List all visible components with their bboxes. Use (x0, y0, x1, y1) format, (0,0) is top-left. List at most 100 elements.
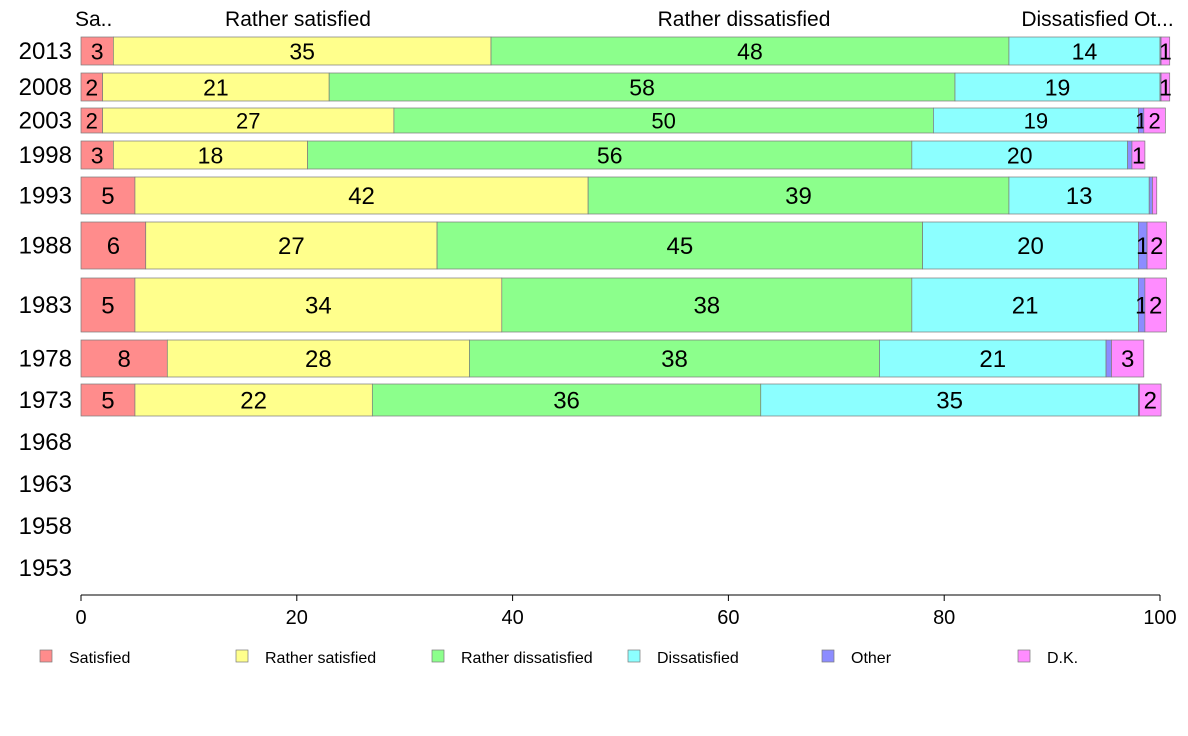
legend-swatch-rather-dissatisfied (431, 649, 445, 663)
year-label-1973: 1973 (19, 387, 72, 414)
data-label-satisfied-1988: 6 (107, 233, 120, 260)
legend: Satisfied Rather satisfied Rather dissatis… (39, 649, 1078, 667)
data-label-d-k--2003: 2 (1148, 108, 1160, 133)
year-label-1983: 1983 (19, 292, 72, 319)
legend-label-other: Other (851, 650, 892, 667)
bar-segment-d-k--1983 (1144, 277, 1167, 333)
legend-label-satisfied: Satisfied (69, 650, 130, 667)
y-axis-year-labels: 2013 2008 2003 1998 1993 1988 1983 1978 1973 1968… (19, 38, 72, 582)
legend-label-rather-satisfied: Rather satisfied (265, 650, 376, 667)
data-label-rather-dissatisfied-1998: 56 (597, 142, 623, 168)
year-label-1963: 1963 (19, 471, 72, 498)
data-label-rather-dissatisfied-2003: 50 (651, 108, 675, 133)
bar-segment-rather-dissatisfied-1978 (469, 339, 880, 378)
bar-segment-satisfied-1978 (80, 339, 168, 378)
data-label-d-k--1973: 2 (1144, 388, 1157, 415)
legend-item-rather-satisfied: Rather satisfied (235, 649, 376, 667)
data-label-d-k--2013: 1 (1159, 38, 1172, 64)
x-axis: 0 20 40 60 80 100 (75, 594, 1177, 629)
year-label-1988: 1988 (19, 233, 72, 260)
top-label-0: Sa.. (75, 8, 112, 31)
year-label-1968: 1968 (19, 429, 72, 456)
data-label-dissatisfied-2013: 14 (1072, 38, 1098, 64)
data-label-satisfied-1983: 5 (101, 293, 114, 320)
bar-segment-rather-satisfied-2008 (102, 72, 330, 102)
legend-item-satisfied: Satisfied (39, 649, 130, 667)
data-label-satisfied-1973: 5 (101, 388, 114, 415)
data-label-satisfied-2008: 2 (85, 74, 98, 100)
bar-row-2003: 2 27 50 19 1 2 (80, 107, 1166, 134)
data-label-rather-satisfied-2008: 21 (203, 74, 229, 100)
data-label-d-k--1978: 3 (1121, 346, 1134, 373)
data-label-satisfied-1998: 3 (91, 142, 104, 168)
data-label-rather-satisfied-2013: 35 (289, 38, 315, 64)
bar-segment-dissatisfied-1993 (1008, 176, 1150, 215)
data-label-satisfied-1993: 5 (101, 183, 114, 210)
data-label-d-k--1998: 1 (1132, 142, 1145, 168)
bar-segment-rather-satisfied-2013 (113, 36, 492, 66)
legend-item-other: Other (821, 649, 892, 667)
data-label-satisfied-2003: 2 (86, 108, 98, 133)
x-tick-label-100: 100 (1143, 607, 1176, 629)
bar-segment-rather-satisfied-1993 (134, 176, 589, 215)
bar-row-2008: 2 21 58 19 1 (80, 72, 1172, 102)
x-tick-label-20: 20 (286, 607, 308, 629)
data-label-dissatisfied-1983: 21 (1012, 293, 1039, 320)
bar-segment-rather-dissatisfied-2013 (490, 36, 1010, 66)
bar-segment-d-k--1998 (1131, 140, 1146, 170)
year-label-1993: 1993 (19, 183, 72, 210)
top-series-labels: Sa.. Rather satisfied Rather dissatisfied D… (75, 8, 1174, 31)
bar-segment-d-k--2013 (1160, 36, 1171, 66)
data-label-other-1988: 1 (1136, 233, 1149, 260)
bar-segment-dissatisfied-1983 (911, 277, 1139, 333)
bar-segment-d-k--1993 (1152, 176, 1158, 215)
bar-segment-dissatisfied-1973 (760, 383, 1139, 417)
bar-stacks: 3 35 48 14 12 21 58 19 12 27 50 19 1 23 18 56 20 15 42 39 13… (80, 36, 1172, 417)
x-tick-label-60: 60 (717, 607, 739, 629)
data-label-dissatisfied-2003: 19 (1024, 108, 1048, 133)
bar-segment-dissatisfied-2013 (1008, 36, 1161, 66)
data-label-rather-satisfied-1988: 27 (278, 233, 305, 260)
bar-segment-rather-satisfied-1978 (166, 339, 470, 378)
year-label-1953: 1953 (19, 555, 72, 582)
top-label-1: Rather satisfied (225, 8, 371, 31)
bar-segment-dissatisfied-1978 (879, 339, 1107, 378)
bar-segment-rather-dissatisfied-1988 (436, 221, 923, 270)
top-label-3: Dissatisfied (1021, 8, 1128, 31)
bar-segment-d-k--1973 (1139, 383, 1162, 417)
bar-segment-d-k--1988 (1146, 221, 1167, 270)
data-label-d-k--2008: 1 (1159, 74, 1172, 100)
data-label-rather-satisfied-1983: 34 (305, 293, 332, 320)
bar-segment-satisfied-1983 (80, 277, 136, 333)
bar-segment-satisfied-1993 (80, 176, 136, 215)
data-label-rather-dissatisfied-2008: 58 (629, 74, 655, 100)
year-label-1978: 1978 (19, 346, 72, 373)
legend-swatch-dissatisfied (627, 649, 641, 663)
legend-label-d-k-: D.K. (1047, 650, 1078, 667)
data-label-d-k--1988: 2 (1150, 233, 1163, 260)
legend-item-d-k-: D.K. (1017, 649, 1078, 667)
data-label-d-k--1983: 2 (1149, 293, 1162, 320)
legend-item-dissatisfied: Dissatisfied (627, 649, 739, 667)
x-tick-label-0: 0 (75, 607, 86, 629)
legend-swatch-d-k- (1017, 649, 1031, 663)
year-label-1958: 1958 (19, 513, 72, 540)
bar-row-1983: 5 34 38 21 1 2 (80, 277, 1167, 333)
data-label-satisfied-2013: 3 (91, 38, 104, 64)
year-label-2008: 2008 (19, 74, 72, 101)
data-label-rather-dissatisfied-1973: 36 (553, 388, 580, 415)
data-label-rather-dissatisfied-1978: 38 (661, 346, 688, 373)
bar-row-1988: 6 27 45 20 1 2 (80, 221, 1167, 270)
data-label-rather-dissatisfied-1993: 39 (785, 183, 812, 210)
data-label-rather-satisfied-1993: 42 (348, 183, 375, 210)
data-label-rather-dissatisfied-1988: 45 (666, 233, 693, 260)
legend-label-dissatisfied: Dissatisfied (657, 650, 739, 667)
bar-segment-rather-dissatisfied-1993 (587, 176, 1010, 215)
bar-segment-rather-dissatisfied-2003 (393, 107, 934, 134)
legend-label-rather-dissatisfied: Rather dissatisfied (461, 650, 593, 667)
data-label-dissatisfied-1973: 35 (936, 388, 963, 415)
bar-segment-dissatisfied-2008 (954, 72, 1161, 102)
bar-segment-satisfied-1998 (80, 140, 114, 170)
bar-row-1978: 8 28 38 21 3 (80, 339, 1145, 378)
